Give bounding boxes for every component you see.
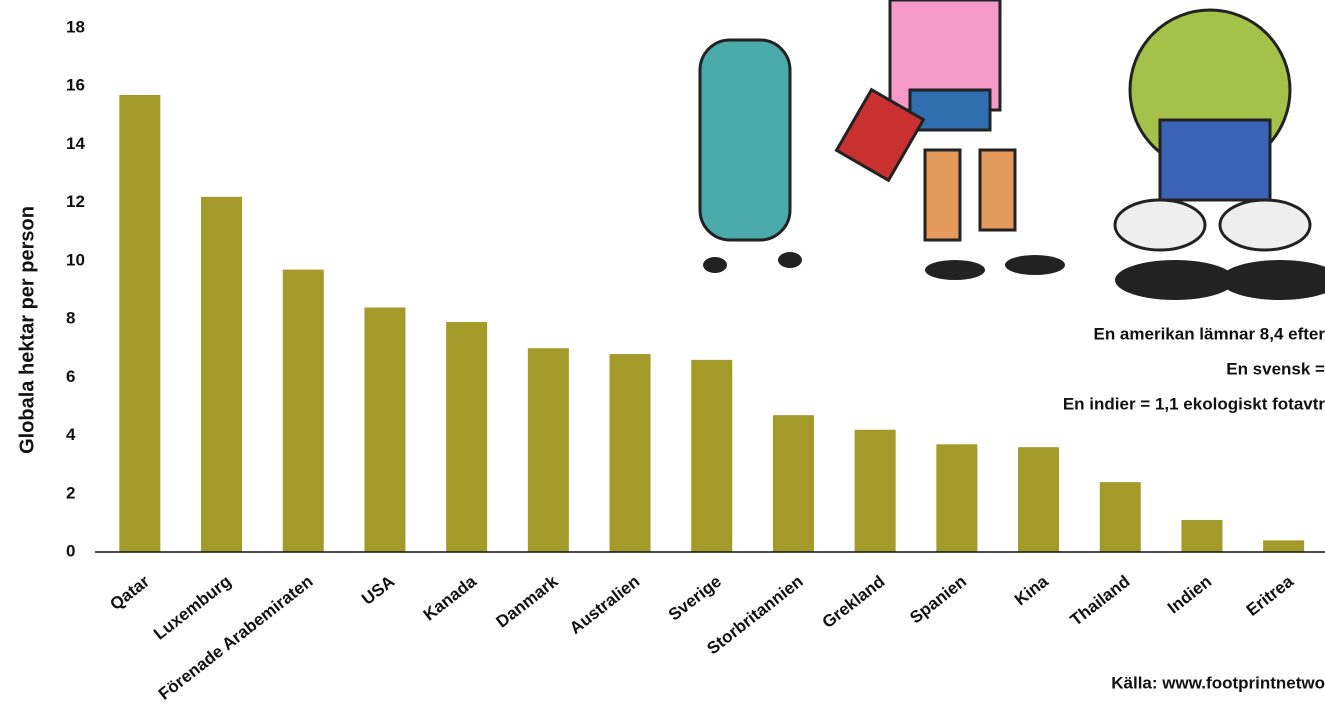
bar: [691, 360, 732, 552]
y-tick-label: 16: [66, 76, 85, 95]
x-tick-label: Qatar: [106, 571, 153, 614]
y-tick-label: 6: [66, 367, 75, 386]
x-tick-label: Sverige: [665, 572, 725, 625]
y-tick-label: 10: [66, 250, 85, 269]
illustrations: [700, 0, 1325, 300]
x-tick-label: Förenade Arabemiraten: [155, 572, 317, 704]
y-tick-label: 4: [66, 425, 76, 444]
bar: [528, 348, 569, 552]
bar: [119, 95, 160, 552]
y-tick-label: 12: [66, 192, 85, 211]
x-tick-label: Indien: [1164, 572, 1215, 618]
x-tick-label: Australien: [566, 572, 643, 638]
x-tick-label: Grekland: [819, 572, 889, 632]
annotation: En indier = 1,1 ekologiskt fotavtr: [1063, 394, 1325, 413]
bar: [773, 415, 814, 552]
bar: [1181, 520, 1222, 552]
annotation: En svensk =: [1226, 359, 1325, 378]
y-tick-label: 0: [66, 541, 75, 560]
x-tick-label: Eritrea: [1243, 571, 1298, 619]
bar: [201, 197, 242, 552]
bar: [1100, 482, 1141, 552]
bar: [364, 307, 405, 552]
x-tick-label: Luxemburg: [150, 572, 235, 644]
x-tick-label: Kina: [1011, 571, 1052, 609]
x-tick-label: Spanien: [906, 572, 970, 628]
x-tick-label: USA: [358, 572, 398, 609]
x-tick-label: Danmark: [493, 571, 562, 631]
y-tick-label: 8: [66, 309, 75, 328]
y-tick-label: 18: [66, 17, 85, 36]
y-axis-title: Globala hektar per person: [16, 206, 38, 454]
bar: [1018, 447, 1059, 552]
bar: [610, 354, 651, 552]
bar: [855, 430, 896, 552]
bar: [283, 270, 324, 552]
annotation: En amerikan lämnar 8,4 efter: [1093, 324, 1325, 343]
bar: [446, 322, 487, 552]
y-tick-label: 2: [66, 483, 75, 502]
bar: [1263, 540, 1304, 552]
chart: Globala hektar per person En amerikan lä…: [0, 0, 1325, 727]
y-tick-label: 14: [66, 134, 85, 153]
x-tick-label: Thailand: [1067, 572, 1134, 630]
x-tick-label: Kanada: [420, 571, 481, 624]
source: Källa: www.footprintnetwo: [1111, 673, 1325, 692]
bar: [936, 444, 977, 552]
